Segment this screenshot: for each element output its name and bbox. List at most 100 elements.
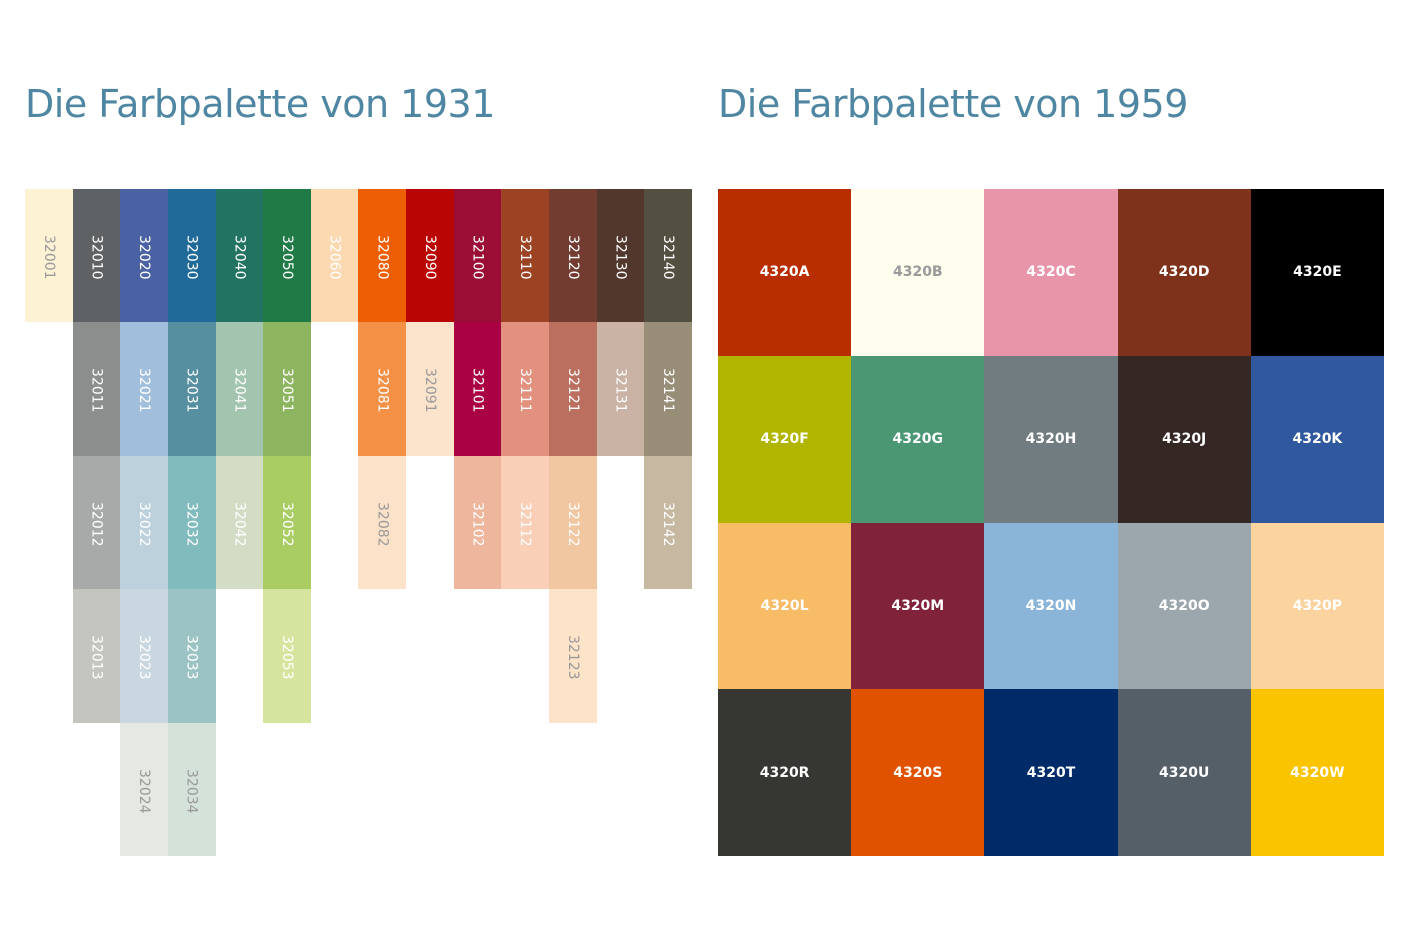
color-swatch: 32023	[120, 589, 168, 723]
color-swatch: 32100	[453, 189, 502, 323]
swatch-code: 32012	[88, 501, 105, 547]
swatch-code: 32050	[279, 235, 295, 280]
color-swatch: 4320O	[1117, 522, 1251, 690]
color-swatch: 4320N	[984, 522, 1118, 690]
swatch-code: 32081	[374, 368, 391, 413]
swatch-code: 32011	[88, 368, 105, 413]
color-swatch: 32021	[120, 322, 168, 456]
color-swatch: 4320M	[851, 522, 985, 690]
color-swatch: 4320C	[984, 189, 1118, 356]
swatch-code: 32121	[564, 368, 581, 413]
color-swatch: 32022	[120, 455, 168, 590]
swatch-code: 32102	[469, 501, 486, 547]
color-swatch: 32123	[549, 589, 597, 723]
color-swatch: 32052	[263, 455, 311, 590]
swatch-code: 32041	[231, 368, 248, 413]
palette-1959: 4320A 4320B 4320C 4320D 4320E 4320F 4320G 4320H…	[718, 189, 1384, 856]
swatch-code: 32034	[183, 768, 200, 814]
palette-1931: 32001 32010 32011 32012 32013 32020 32021 32022…	[25, 189, 692, 856]
color-swatch: 4320P	[1250, 522, 1384, 690]
color-swatch: 4320G	[851, 355, 985, 523]
color-swatch: 4320F	[718, 355, 852, 523]
color-swatch: 32141	[644, 322, 692, 456]
swatch-code: 32140	[660, 235, 677, 280]
color-swatch: 4320L	[718, 522, 852, 690]
color-swatch: 32042	[215, 455, 264, 590]
color-swatch: 32051	[263, 322, 311, 456]
color-swatch: 32033	[167, 589, 216, 723]
swatch-code: 32120	[564, 235, 581, 280]
swatch-code: 32024	[136, 768, 153, 814]
swatch-code: 32122	[564, 501, 581, 547]
swatch-code: 32051	[279, 368, 295, 413]
color-swatch: 32080	[358, 189, 407, 323]
color-swatch: 32040	[215, 189, 264, 323]
swatch-code: 32100	[469, 235, 486, 280]
swatch-code: 32020	[136, 235, 153, 280]
swatch-code: 32082	[374, 501, 391, 547]
color-swatch: 4320J	[1117, 355, 1251, 523]
color-swatch: 32090	[406, 189, 454, 323]
swatch-code: 32110	[517, 235, 534, 280]
swatch-code: 32091	[421, 368, 438, 413]
color-swatch: 32110	[501, 189, 550, 323]
color-swatch: 32112	[501, 455, 550, 590]
swatch-code: 32023	[136, 635, 153, 680]
color-swatch: 32121	[549, 322, 597, 456]
color-swatch: 32032	[167, 455, 216, 590]
swatch-code: 32053	[279, 635, 295, 680]
color-swatch: 4320E	[1250, 189, 1384, 356]
swatch-code: 32032	[183, 501, 200, 547]
color-swatch: 4320S	[851, 689, 985, 856]
color-swatch: 4320T	[984, 689, 1118, 856]
color-swatch: 4320W	[1250, 689, 1384, 856]
color-swatch: 4320A	[718, 189, 852, 356]
color-swatch: 32082	[358, 455, 407, 590]
swatch-code: 32142	[660, 501, 677, 547]
color-swatch: 32120	[549, 189, 597, 323]
swatch-code: 32111	[517, 368, 534, 413]
color-swatch: 32122	[549, 455, 597, 590]
title-1959: Die Farbpalette von 1959	[718, 82, 1188, 126]
swatch-code: 32052	[279, 501, 295, 547]
color-swatch: 4320R	[718, 689, 852, 856]
color-swatch: 32024	[120, 722, 168, 856]
swatch-code: 32141	[660, 368, 677, 413]
swatch-code: 32040	[231, 235, 248, 280]
color-swatch: 32053	[263, 589, 311, 723]
color-swatch: 32060	[310, 189, 359, 323]
color-swatch: 32102	[453, 455, 502, 590]
swatch-code: 32112	[517, 501, 534, 547]
color-swatch: 32020	[120, 189, 168, 323]
swatch-code: 32031	[183, 368, 200, 413]
color-swatch: 32011	[72, 322, 121, 456]
color-swatch: 32012	[72, 455, 121, 590]
swatch-code: 32090	[421, 235, 438, 280]
swatch-code: 32010	[88, 235, 105, 280]
swatch-code: 32013	[88, 635, 105, 680]
title-1931: Die Farbpalette von 1931	[25, 82, 495, 126]
color-swatch: 4320K	[1250, 355, 1384, 523]
color-swatch: 32131	[596, 322, 645, 456]
swatch-code: 32001	[40, 235, 57, 280]
color-swatch: 32140	[644, 189, 692, 323]
swatch-code: 32101	[469, 368, 486, 413]
color-swatch: 32001	[25, 189, 73, 323]
color-swatch: 32111	[501, 322, 550, 456]
color-swatch: 4320H	[984, 355, 1118, 523]
swatch-code: 32060	[326, 235, 343, 280]
color-swatch: 32091	[406, 322, 454, 456]
swatch-code: 32021	[136, 368, 153, 413]
color-swatch: 32013	[72, 589, 121, 723]
swatch-code: 32022	[136, 501, 153, 547]
color-swatch: 32041	[215, 322, 264, 456]
color-swatch: 4320D	[1117, 189, 1251, 356]
swatch-code: 32030	[183, 235, 200, 280]
swatch-code: 32131	[612, 368, 629, 413]
color-swatch: 4320U	[1117, 689, 1251, 856]
color-swatch: 32081	[358, 322, 407, 456]
color-swatch: 32050	[263, 189, 311, 323]
color-swatch: 32142	[644, 455, 692, 590]
swatch-code: 32123	[564, 635, 581, 680]
color-swatch: 32030	[167, 189, 216, 323]
